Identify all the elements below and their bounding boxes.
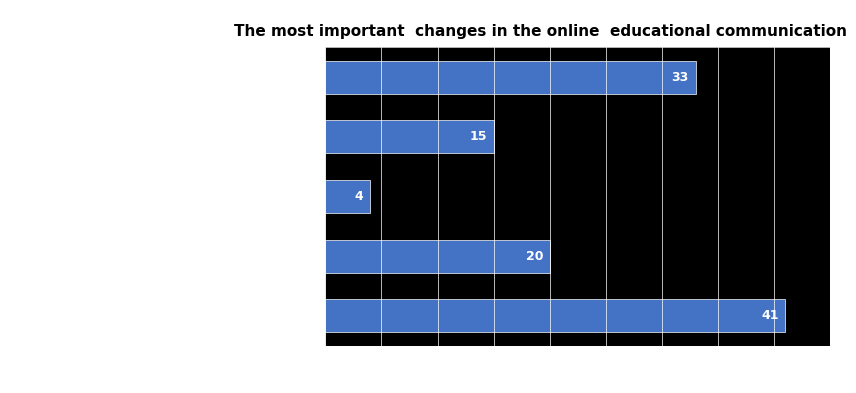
Text: 33: 33 [672, 71, 689, 84]
Bar [325, 61, 696, 94]
Bar [325, 180, 370, 213]
Bar [325, 240, 550, 273]
Title: The most important  changes in the online  educational communication  pattern: The most important changes in the online… [234, 24, 856, 39]
Text: 4: 4 [354, 190, 364, 203]
Bar [325, 120, 494, 153]
Text: 20: 20 [526, 250, 543, 263]
Text: 41: 41 [761, 309, 779, 322]
Bar [325, 299, 786, 332]
Text: 15: 15 [469, 130, 487, 143]
